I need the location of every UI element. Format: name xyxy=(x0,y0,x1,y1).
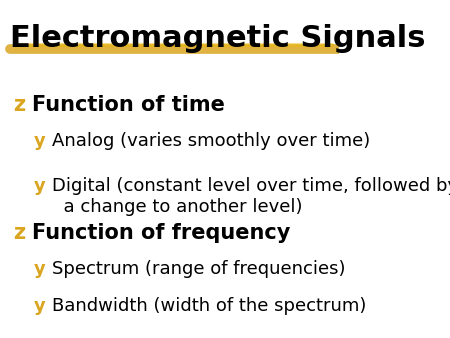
Text: y: y xyxy=(34,260,45,278)
Text: Function of time: Function of time xyxy=(32,95,225,115)
Text: z: z xyxy=(14,223,26,243)
Text: Analog (varies smoothly over time): Analog (varies smoothly over time) xyxy=(53,132,371,150)
Text: Electromagnetic Signals: Electromagnetic Signals xyxy=(10,24,426,53)
Text: y: y xyxy=(34,132,45,150)
Text: Digital (constant level over time, followed by
  a change to another level): Digital (constant level over time, follo… xyxy=(53,177,450,216)
Text: y: y xyxy=(34,297,45,315)
Text: y: y xyxy=(34,177,45,195)
Text: Function of frequency: Function of frequency xyxy=(32,223,291,243)
Text: Spectrum (range of frequencies): Spectrum (range of frequencies) xyxy=(53,260,346,278)
Text: Bandwidth (width of the spectrum): Bandwidth (width of the spectrum) xyxy=(53,297,367,315)
Text: z: z xyxy=(14,95,26,115)
